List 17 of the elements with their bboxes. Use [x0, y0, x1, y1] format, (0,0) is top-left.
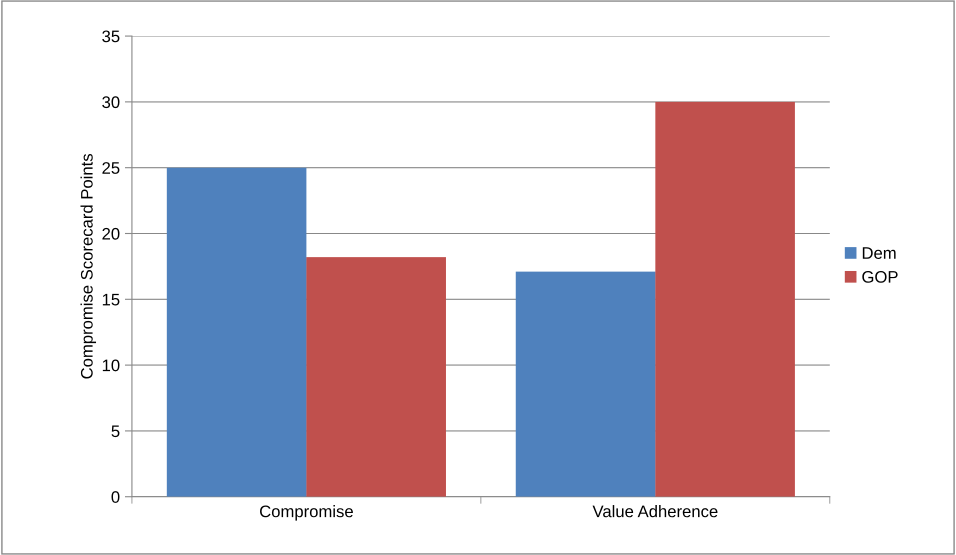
bar	[655, 102, 795, 497]
bar	[516, 272, 656, 497]
y-tick-label: 5	[112, 425, 120, 438]
legend-label: GOP	[862, 271, 898, 283]
y-tick-label: 20	[102, 228, 120, 240]
legend-label: Dem	[862, 247, 896, 259]
y-tick-label: 30	[102, 96, 120, 108]
y-tick-label: 25	[102, 162, 120, 174]
bar	[166, 168, 306, 497]
y-tick-label: 10	[102, 360, 120, 372]
x-tick-label: Compromise	[260, 505, 353, 521]
y-tick-label: 35	[102, 30, 120, 42]
x-tick-label: Value Adherence	[592, 505, 718, 518]
y-tick-label: 15	[102, 294, 120, 306]
y-axis-title: Compromise Scorecard Points	[80, 154, 96, 379]
bar	[306, 257, 446, 497]
y-tick-label: 0	[112, 491, 120, 503]
